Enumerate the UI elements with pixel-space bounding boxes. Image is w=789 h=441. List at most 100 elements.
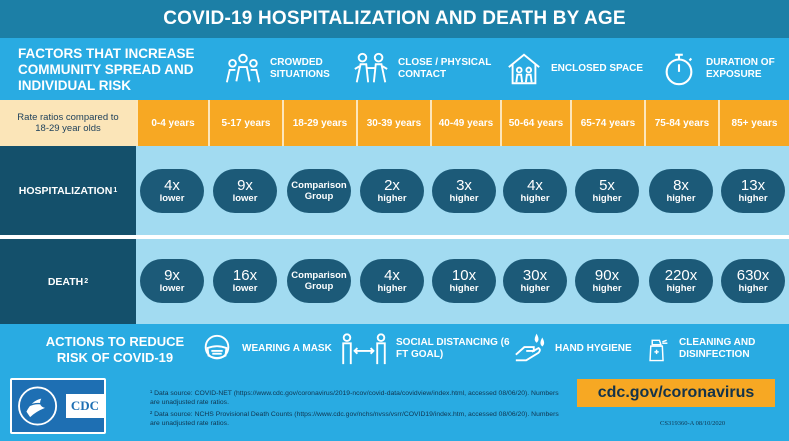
death-cell: 9x lower bbox=[140, 259, 204, 303]
factor-crowded-label: CROWDED SITUATIONS bbox=[270, 57, 330, 80]
death-cell: 10x higher bbox=[432, 259, 496, 303]
factor-duration: DURATION OF EXPOSURE bbox=[660, 50, 784, 88]
death-direction: lower bbox=[159, 283, 185, 294]
hosp-cell: 9x lower bbox=[213, 169, 277, 213]
mask-icon bbox=[204, 334, 230, 360]
death-value: 30x bbox=[522, 267, 548, 284]
actions-title: ACTIONS TO REDUCE RISK OF COVID-19 bbox=[45, 334, 185, 365]
death-cell: 630x higher bbox=[721, 259, 785, 303]
risk-factors-section: FACTORS THAT INCREASE COMMUNITY SPREAD A… bbox=[0, 38, 789, 100]
hosp-value: 8x bbox=[673, 177, 689, 194]
cdc-logo: CDC bbox=[10, 378, 106, 434]
page-title: COVID-19 HOSPITALIZATION AND DEATH BY AG… bbox=[0, 0, 789, 38]
age-50-64: 50-64 years bbox=[500, 100, 570, 146]
hospitalization-label-text: HOSPITALIZATION bbox=[18, 184, 113, 197]
hosp-direction: higher bbox=[520, 193, 550, 204]
hosp-value: 9x bbox=[237, 177, 253, 194]
rate-ratio-label: Rate ratios compared to 18-29 year olds bbox=[0, 100, 136, 146]
hosp-direction: higher bbox=[377, 193, 407, 204]
hosp-value: Comparison bbox=[291, 180, 347, 191]
death-value: 630x bbox=[736, 267, 770, 284]
hosp-direction: higher bbox=[449, 193, 479, 204]
physical-contact-icon bbox=[354, 52, 388, 83]
factor-duration-label: DURATION OF EXPOSURE bbox=[706, 57, 775, 80]
hand-hygiene-icon bbox=[515, 333, 545, 362]
hosp-cell: 4x higher bbox=[503, 169, 567, 213]
factor-crowded: CROWDED SITUATIONS bbox=[224, 50, 340, 88]
action-mask: WEARING A MASK bbox=[200, 332, 342, 366]
hosp-cell: 4x lower bbox=[140, 169, 204, 213]
cdc-url-link[interactable]: cdc.gov/coronavirus bbox=[577, 379, 775, 407]
factor-contact: CLOSE / PHYSICAL CONTACT bbox=[352, 50, 498, 88]
hospitalization-label: HOSPITALIZATION 1 bbox=[0, 146, 136, 235]
death-cell: 90x higher bbox=[575, 259, 639, 303]
death-cell: 4x higher bbox=[360, 259, 424, 303]
social-distancing-icon bbox=[342, 333, 386, 365]
hosp-value: 4x bbox=[164, 177, 180, 194]
death-direction: lower bbox=[232, 283, 258, 294]
age-40-49: 40-49 years bbox=[430, 100, 500, 146]
age-18-29: 18-29 years bbox=[282, 100, 356, 146]
death-row: DEATH 2 9x lower 16x lower Comparison Group … bbox=[0, 239, 789, 324]
hosp-value: 5x bbox=[599, 177, 615, 194]
hosp-value: 4x bbox=[527, 177, 543, 194]
age-groups-row: Rate ratios compared to 18-29 year olds … bbox=[0, 100, 789, 146]
death-direction: higher bbox=[738, 283, 768, 294]
hhs-eagle-icon bbox=[18, 386, 58, 426]
hosp-cell: 5x higher bbox=[575, 169, 639, 213]
enclosed-space-icon bbox=[508, 53, 540, 85]
hosp-direction: Group bbox=[304, 191, 334, 202]
age-65-74: 65-74 years bbox=[570, 100, 644, 146]
hospitalization-footnote-mark: 1 bbox=[113, 187, 118, 194]
age-85-plus: 85+ years bbox=[718, 100, 789, 146]
death-direction: higher bbox=[377, 283, 407, 294]
factors-title: FACTORS THAT INCREASE COMMUNITY SPREAD A… bbox=[18, 46, 195, 93]
factor-contact-label: CLOSE / PHYSICAL CONTACT bbox=[398, 57, 492, 80]
action-hand-hygiene: HAND HYGIENE bbox=[513, 332, 655, 366]
death-value: 4x bbox=[384, 267, 400, 284]
hosp-direction: higher bbox=[738, 193, 768, 204]
hospitalization-row: HOSPITALIZATION 1 4x lower 9x lower Compari… bbox=[0, 146, 789, 235]
death-value: 90x bbox=[594, 267, 620, 284]
spray-bottle-icon bbox=[649, 339, 668, 362]
stopwatch-icon bbox=[665, 53, 693, 86]
footnote-1: ¹ Data source: COVID-NET (https://www.cd… bbox=[150, 390, 559, 406]
document-code: CS319360-A 08/10/2020 bbox=[660, 420, 726, 427]
hosp-value: 3x bbox=[456, 177, 472, 194]
death-direction: higher bbox=[520, 283, 550, 294]
death-direction: Group bbox=[304, 281, 334, 292]
age-75-84: 75-84 years bbox=[644, 100, 718, 146]
actions-section: ACTIONS TO REDUCE RISK OF COVID-19 WEARI… bbox=[0, 324, 789, 378]
action-distancing: SOCIAL DISTANCING (6 FT GOAL) bbox=[340, 332, 516, 366]
hosp-direction: higher bbox=[592, 193, 622, 204]
death-direction: higher bbox=[449, 283, 479, 294]
hosp-cell: 8x higher bbox=[649, 169, 713, 213]
death-value: 220x bbox=[664, 267, 698, 284]
age-30-39: 30-39 years bbox=[356, 100, 430, 146]
action-cleaning: CLEANING AND DISINFECTION bbox=[645, 332, 769, 366]
age-0-4: 0-4 years bbox=[136, 100, 208, 146]
hosp-cell: 2x higher bbox=[360, 169, 424, 213]
hosp-direction: lower bbox=[159, 193, 185, 204]
death-footnote-mark: 2 bbox=[84, 278, 89, 285]
crowd-icon bbox=[225, 53, 261, 83]
death-value: Comparison bbox=[291, 270, 347, 281]
cdc-logo-text: CDC bbox=[66, 394, 104, 418]
death-direction: higher bbox=[666, 283, 696, 294]
death-cell: Comparison Group bbox=[287, 259, 351, 303]
hosp-value: 13x bbox=[740, 177, 766, 194]
death-cell: 16x lower bbox=[213, 259, 277, 303]
death-label-text: DEATH bbox=[47, 275, 84, 288]
death-value: 16x bbox=[232, 267, 258, 284]
death-direction: higher bbox=[592, 283, 622, 294]
hosp-cell: Comparison Group bbox=[287, 169, 351, 213]
death-value: 10x bbox=[451, 267, 477, 284]
hosp-cell: 3x higher bbox=[432, 169, 496, 213]
hosp-cell: 13x higher bbox=[721, 169, 785, 213]
age-5-17: 5-17 years bbox=[208, 100, 282, 146]
death-label: DEATH 2 bbox=[0, 239, 136, 324]
action-mask-label: WEARING A MASK bbox=[242, 343, 332, 354]
footer: CDC ¹ Data source: COVID-NET (https://ww… bbox=[0, 378, 789, 441]
factor-enclosed-label: ENCLOSED SPACE bbox=[551, 63, 644, 74]
factor-enclosed: ENCLOSED SPACE bbox=[505, 50, 651, 88]
